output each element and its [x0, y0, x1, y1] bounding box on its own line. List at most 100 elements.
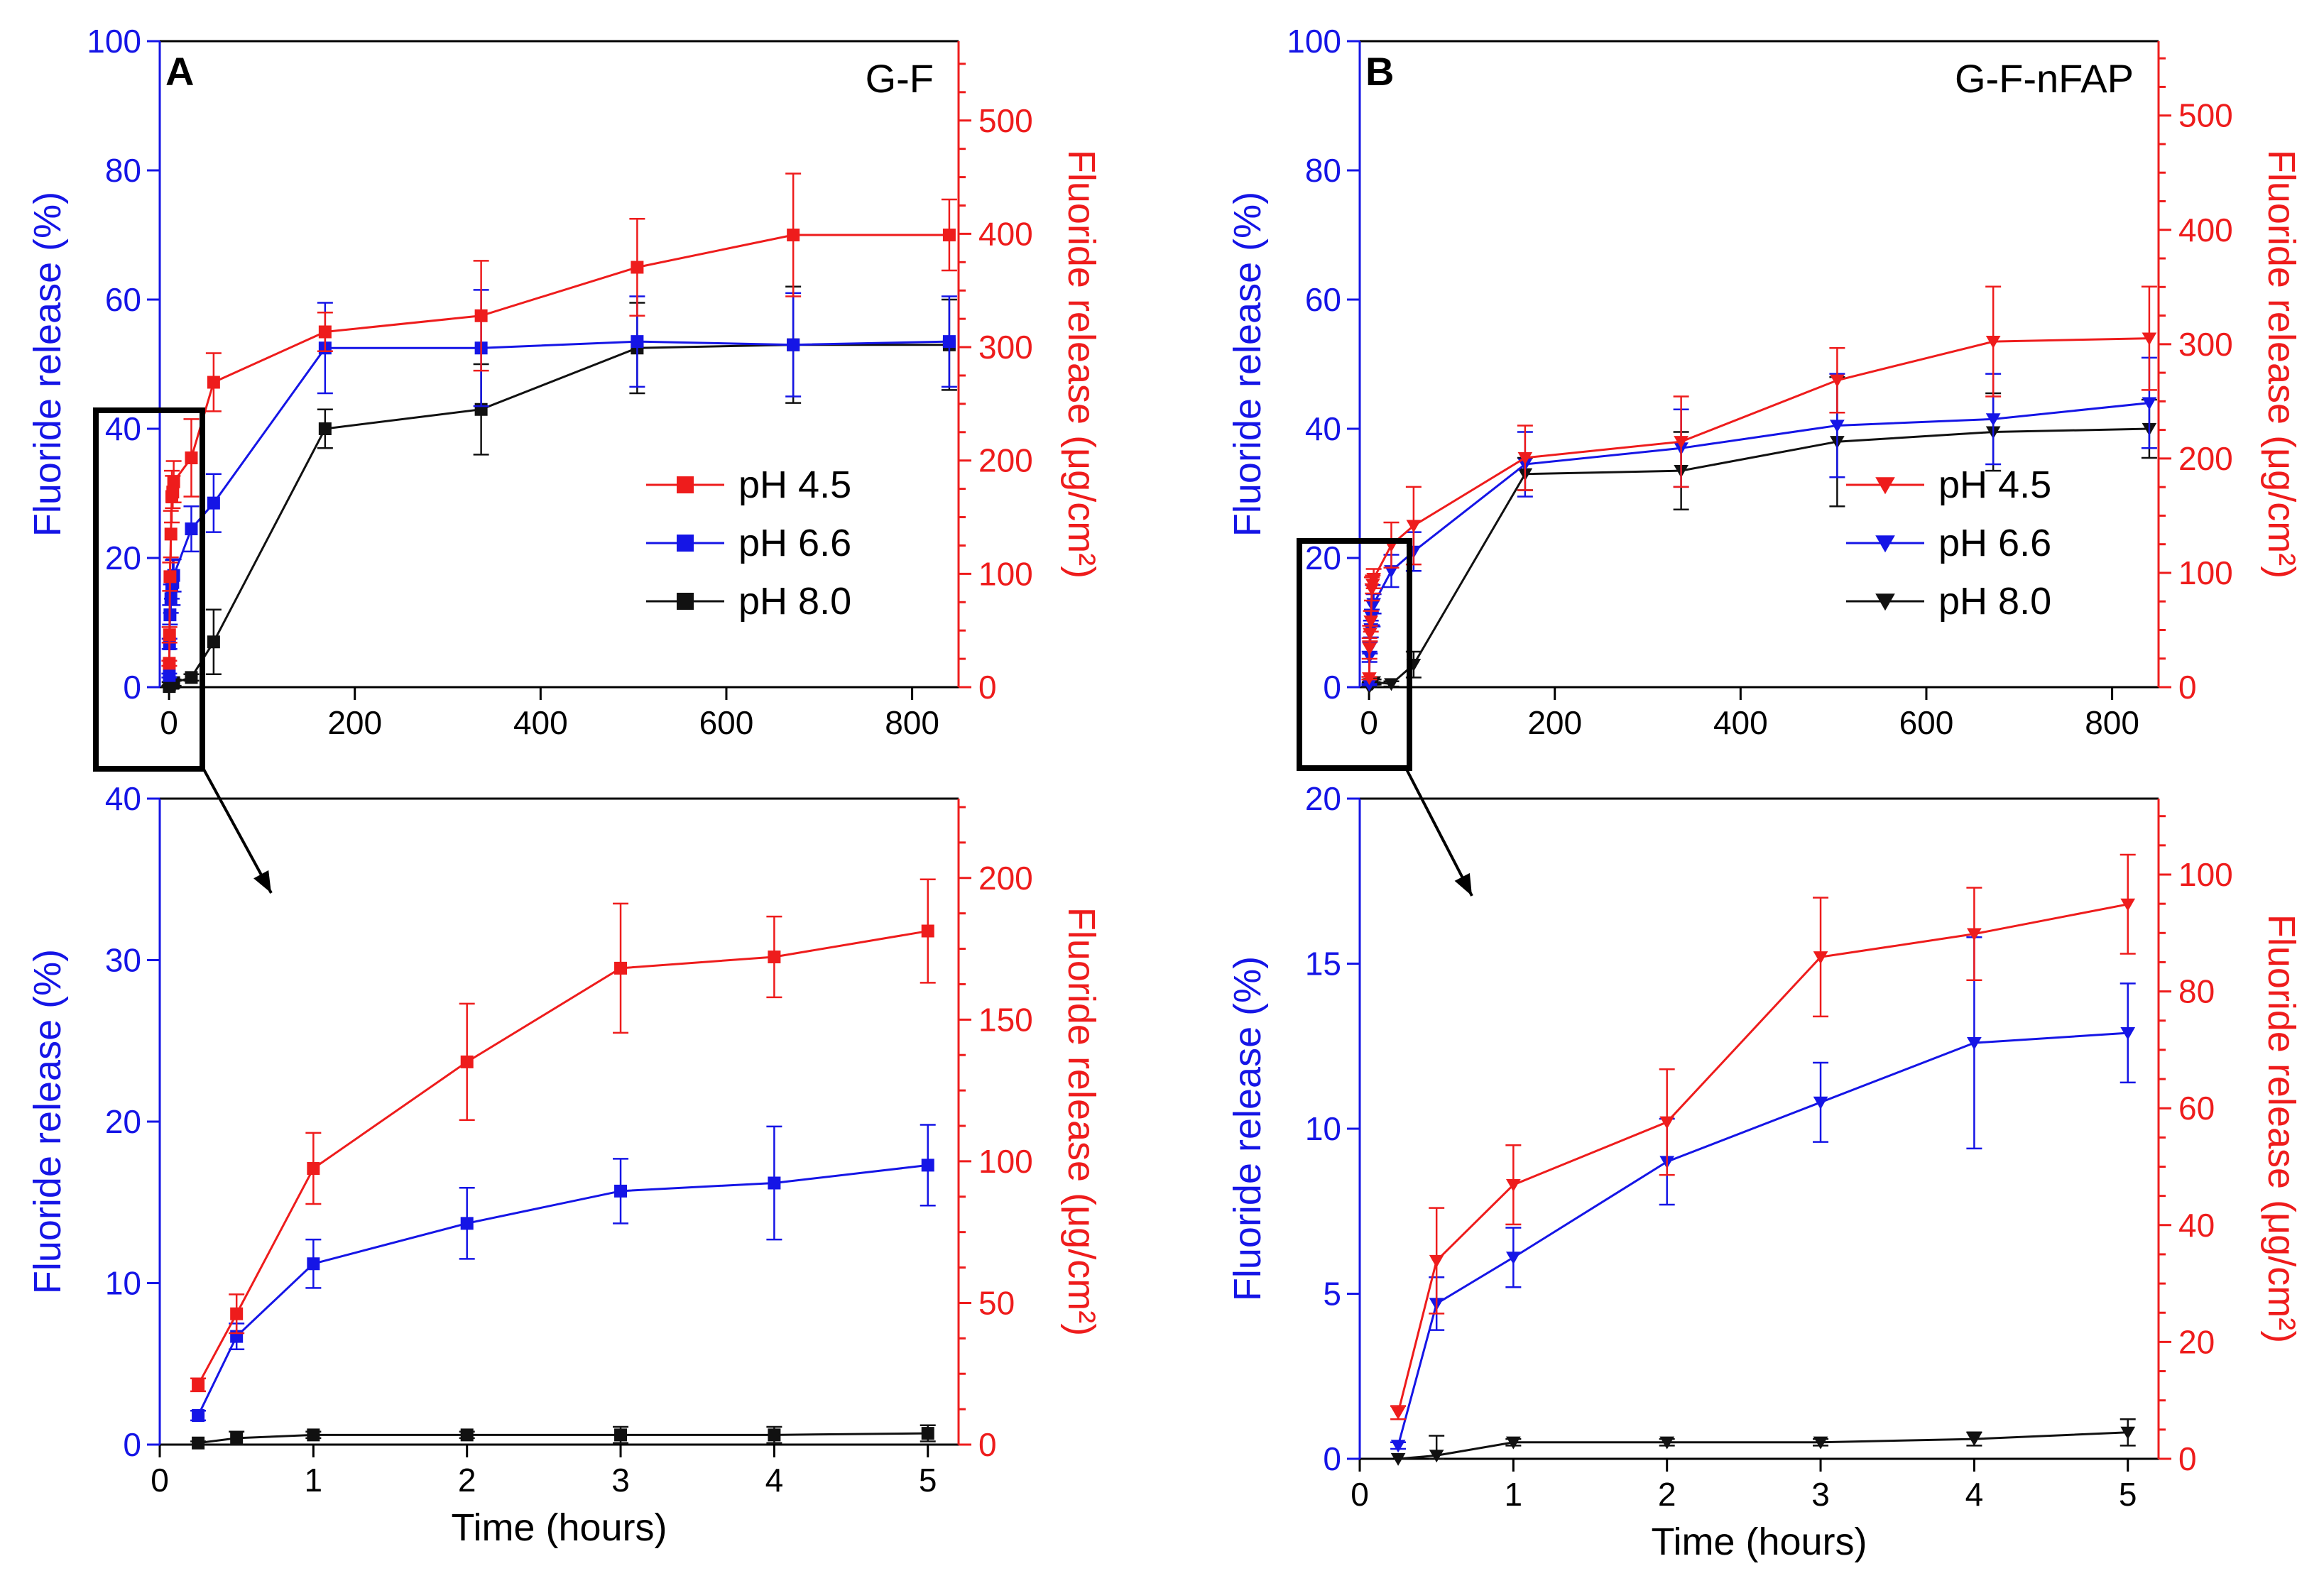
data-point [1659, 1436, 1675, 1450]
data-point [1429, 1254, 1444, 1268]
data-point [185, 522, 198, 536]
data-point [230, 1431, 244, 1445]
data-point [768, 1176, 781, 1190]
data-point [192, 1436, 205, 1450]
data-point [474, 309, 488, 322]
right-y-tick-label: 400 [978, 215, 1033, 252]
data-point [1362, 642, 1378, 656]
right-y-tick-label: 500 [2178, 97, 2233, 134]
x-tick-label: 5 [919, 1462, 937, 1499]
series-ph-4.5 [190, 878, 936, 1393]
data-point [2142, 397, 2157, 410]
right-y-axis-title: Fluoride release (μg/cm²) [2260, 914, 2303, 1343]
right-y-tick-label: 40 [2178, 1207, 2215, 1244]
legend-marker [1875, 535, 1895, 553]
x-tick-label: 0 [151, 1462, 169, 1499]
series-ph-4.5 [1361, 285, 2157, 686]
data-point [1674, 436, 1689, 449]
chart-B-bottom: 0 1 2 3 4 5 0 5 10 15 20 0 20 40 60 80 100 Fluoride relea… [1226, 780, 2303, 1563]
data-point [1362, 672, 1377, 686]
y-tick-label: 20 [105, 540, 141, 576]
data-point [2120, 898, 2136, 911]
y-tick-label: 100 [87, 23, 141, 60]
x-tick-label: 400 [1713, 704, 1768, 741]
x-tick-label: 0 [1351, 1476, 1369, 1513]
data-point [185, 671, 198, 684]
data-point [163, 570, 177, 584]
zoom-indicator [1297, 538, 1473, 897]
zoom-box [1297, 538, 1412, 771]
y-tick-label: 60 [1305, 281, 1341, 318]
panel-letter: B [1365, 49, 1394, 94]
series-line [1397, 903, 2129, 1413]
data-point [460, 1217, 474, 1230]
y-tick-label: 10 [105, 1265, 141, 1302]
legend-label: pH 6.6 [738, 522, 851, 564]
right-y-tick-label: 200 [978, 860, 1033, 897]
data-point [1985, 336, 2001, 349]
panel-title: G-F-nFAP [1955, 56, 2134, 101]
data-point [1384, 678, 1399, 691]
right-y-tick-label: 200 [978, 442, 1033, 479]
right-y-tick-label: 20 [2178, 1323, 2215, 1360]
data-point [1830, 420, 1845, 433]
x-tick-label: 2 [1658, 1476, 1676, 1513]
arrow-head [253, 870, 271, 893]
data-point [1813, 1436, 1828, 1450]
data-point [460, 1428, 474, 1442]
y-tick-label: 40 [1305, 410, 1341, 447]
x-axis-title: Time (hours) [451, 1506, 667, 1549]
data-point [307, 1161, 320, 1175]
x-tick-label: 1 [305, 1462, 323, 1499]
data-point [614, 1184, 628, 1198]
data-point [921, 1427, 934, 1440]
x-tick-label: 800 [885, 704, 939, 741]
data-point [2120, 1027, 2136, 1041]
y-tick-label: 30 [105, 942, 141, 979]
right-y-tick-label: 0 [2178, 1440, 2197, 1477]
data-point [1363, 615, 1379, 629]
y-tick-label: 60 [105, 281, 141, 318]
right-y-tick-label: 80 [2178, 973, 2215, 1010]
data-point [1505, 1252, 1521, 1265]
data-point [768, 1428, 781, 1442]
right-y-axis-title: Fluoride release (μg/cm²) [1060, 907, 1103, 1336]
x-tick-label: 200 [327, 704, 382, 741]
data-point [166, 486, 180, 499]
right-y-tick-label: 300 [2178, 326, 2233, 363]
x-tick-label: 3 [1811, 1476, 1830, 1513]
data-point [1505, 1436, 1521, 1450]
x-tick-label: 400 [513, 704, 568, 741]
y-tick-label: 0 [123, 1426, 141, 1463]
x-tick-label: 800 [2085, 704, 2139, 741]
legend-item: pH 4.5 [646, 464, 851, 506]
legend-label: pH 6.6 [1938, 522, 2051, 564]
y-tick-label: 20 [1305, 540, 1341, 576]
zoom-arrow [202, 767, 273, 894]
data-point [1659, 1116, 1675, 1129]
left-y-axis-title: Fluoride release (%) [1226, 192, 1269, 537]
data-point [318, 422, 332, 435]
series-line [168, 340, 949, 676]
data-point [460, 1055, 474, 1068]
x-tick-label: 1 [1505, 1476, 1523, 1513]
right-y-tick-label: 0 [2178, 669, 2197, 706]
data-point [1505, 1178, 1521, 1192]
data-point [230, 1307, 244, 1320]
right-y-tick-label: 400 [2178, 212, 2233, 248]
data-point [921, 1159, 934, 1172]
data-point [207, 635, 220, 649]
legend-label: pH 4.5 [738, 464, 851, 506]
legend-marker [677, 535, 694, 552]
legend-marker [677, 476, 694, 493]
series-line [1397, 1031, 2128, 1446]
legend-item: pH 8.0 [1846, 580, 2051, 623]
data-point [318, 325, 332, 339]
x-tick-label: 5 [2119, 1476, 2137, 1513]
series-line [168, 344, 949, 687]
data-point [2120, 1426, 2136, 1440]
data-point [942, 229, 956, 241]
x-tick-label: 4 [765, 1462, 784, 1499]
legend-marker [1875, 477, 1895, 495]
data-point [1429, 1450, 1444, 1463]
